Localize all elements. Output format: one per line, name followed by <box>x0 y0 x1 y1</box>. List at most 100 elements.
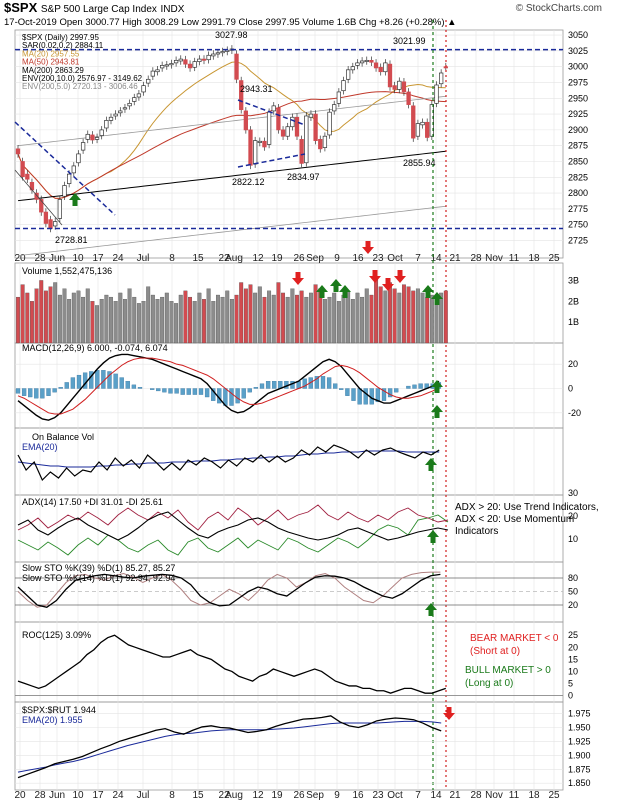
date-label-top: 7 <box>415 253 421 264</box>
candle-up <box>308 113 314 118</box>
macd-histogram-bar <box>137 387 143 389</box>
candle-up <box>341 80 346 92</box>
macd-histogram-bar <box>333 383 338 389</box>
candle-up <box>336 91 341 104</box>
volume-bar <box>206 288 211 344</box>
candle-up <box>322 135 328 148</box>
volume-bar <box>113 301 118 344</box>
volume-bar <box>132 296 137 344</box>
candle-up <box>80 142 86 151</box>
volume-bar <box>425 296 430 344</box>
downtrend-line <box>14 121 116 216</box>
volume-sell-arrow <box>382 278 394 291</box>
volume-bar <box>364 288 369 344</box>
macd-histogram-bar <box>204 388 210 398</box>
volume-buy-arrow <box>339 285 351 298</box>
volume-bar <box>322 299 327 344</box>
volume-bar <box>178 294 183 344</box>
candle-up <box>141 85 146 93</box>
volume-bar <box>16 296 20 344</box>
date-label-bottom: 16 <box>352 790 364 800</box>
volume-bar <box>374 276 378 344</box>
panel-frame-7 <box>14 701 564 791</box>
macd-histogram-bar <box>272 381 277 389</box>
candle-up <box>71 165 76 174</box>
date-label-bottom: 28 <box>470 790 482 800</box>
candle-down <box>183 59 188 65</box>
macd-tick: 0 <box>568 384 573 394</box>
date-label-top: 19 <box>271 253 283 264</box>
date-label-top: 25 <box>548 253 560 264</box>
candle-up <box>62 185 67 197</box>
date-label-bottom: 15 <box>192 790 204 800</box>
price-legend-item: ENV(200,5.0) 2720.13 - 3006.46 <box>22 82 138 91</box>
candle-down <box>378 66 383 73</box>
volume-label: Volume 1,552,475,136 <box>22 266 112 276</box>
candle-up <box>99 129 104 136</box>
adx-note-1: ADX > 20: Use Trend Indicators, <box>455 502 599 513</box>
volume-buy-arrow <box>422 285 434 298</box>
volume-bar <box>295 294 299 344</box>
macd-histogram-bar <box>70 377 76 389</box>
macd-histogram-bar <box>259 383 265 389</box>
candle-up <box>178 58 183 62</box>
volume-bar <box>411 290 416 344</box>
ma200-line <box>17 150 446 202</box>
rel-label: $SPX:$RUT 1.944 <box>22 705 96 715</box>
date-label-bottom: 12 <box>252 790 264 800</box>
volume-tick: 3B <box>568 275 579 285</box>
macd-histogram-bar <box>253 387 259 389</box>
candle-up <box>439 72 444 85</box>
sto-tick: 50 <box>568 587 578 597</box>
price-legend-item: ENV(200,10.0) 2576.97 - 3149.62 <box>22 74 143 83</box>
macd-histogram-bar <box>320 376 326 389</box>
macd-histogram-bar <box>131 384 137 389</box>
price-tick: 2825 <box>568 172 588 182</box>
candle-down <box>276 107 281 131</box>
price-tick: 2850 <box>568 156 588 166</box>
macd-histogram-bar <box>52 388 57 393</box>
channel-lower <box>237 153 306 168</box>
macd-histogram-bar <box>58 387 63 389</box>
candle-up <box>420 121 425 126</box>
volume-bar <box>197 292 202 344</box>
volume-bar <box>90 301 95 344</box>
stockcharts-brand[interactable]: © StockCharts.com <box>515 3 602 14</box>
volume-bar <box>429 294 434 344</box>
candle-up <box>220 51 225 54</box>
volume-bar <box>183 290 188 344</box>
candle-down <box>48 219 53 229</box>
price-legend-item: MA(50) 2943.81 <box>22 58 80 67</box>
roc-tick: 15 <box>568 654 578 664</box>
volume-bar <box>285 296 290 344</box>
candle-down <box>34 192 39 200</box>
date-label-top: 22 <box>218 253 230 264</box>
rel-tick: 1.925 <box>568 736 591 746</box>
macd-histogram-bar <box>150 388 155 390</box>
volume-bar <box>62 288 67 344</box>
macd-histogram-bar <box>119 377 124 389</box>
macd-histogram-bar <box>95 370 100 389</box>
candle-down <box>369 59 374 63</box>
date-label-bottom: 25 <box>548 790 560 800</box>
volume-bar <box>406 286 411 344</box>
sto-label-2: Slow STO %K(14) %D(1) 92.94, 92.94 <box>22 573 175 583</box>
date-label-bottom: 18 <box>528 790 540 800</box>
index-name: S&P 500 Large Cap Index <box>40 4 157 15</box>
volume-bar <box>174 303 179 344</box>
symbol-label: $SPX <box>4 0 38 15</box>
candle-up <box>76 153 81 164</box>
candle-up <box>383 62 388 73</box>
price-tick: 3025 <box>568 46 588 56</box>
candle-down <box>39 199 44 213</box>
candle-up <box>206 54 211 61</box>
obv-ema-label: EMA(20) <box>22 442 58 452</box>
date-label-bottom: Jun <box>49 790 65 800</box>
price-legend-item: MA(200) 2863.29 <box>22 66 84 75</box>
macd-histogram-bar <box>387 388 393 398</box>
date-label-top: 21 <box>449 253 461 264</box>
volume-bar <box>57 294 62 344</box>
date-label-top: 26 <box>293 253 305 264</box>
volume-bar <box>220 296 225 344</box>
